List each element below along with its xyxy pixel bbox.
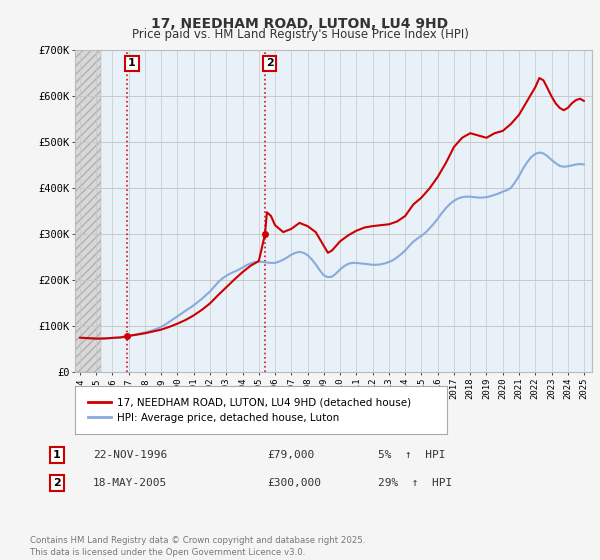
Text: 22-NOV-1996: 22-NOV-1996: [93, 450, 167, 460]
Legend: 17, NEEDHAM ROAD, LUTON, LU4 9HD (detached house), HPI: Average price, detached : 17, NEEDHAM ROAD, LUTON, LU4 9HD (detach…: [84, 394, 416, 427]
Text: 1: 1: [128, 58, 136, 68]
Text: 1: 1: [53, 450, 61, 460]
Text: £300,000: £300,000: [267, 478, 321, 488]
Text: 17, NEEDHAM ROAD, LUTON, LU4 9HD: 17, NEEDHAM ROAD, LUTON, LU4 9HD: [151, 17, 449, 31]
Text: Contains HM Land Registry data © Crown copyright and database right 2025.
This d: Contains HM Land Registry data © Crown c…: [30, 536, 365, 557]
Text: 2: 2: [53, 478, 61, 488]
Text: 18-MAY-2005: 18-MAY-2005: [93, 478, 167, 488]
Text: £79,000: £79,000: [267, 450, 314, 460]
Text: 2: 2: [266, 58, 274, 68]
Text: 29%  ↑  HPI: 29% ↑ HPI: [378, 478, 452, 488]
Text: 5%  ↑  HPI: 5% ↑ HPI: [378, 450, 445, 460]
Text: Price paid vs. HM Land Registry's House Price Index (HPI): Price paid vs. HM Land Registry's House …: [131, 28, 469, 41]
